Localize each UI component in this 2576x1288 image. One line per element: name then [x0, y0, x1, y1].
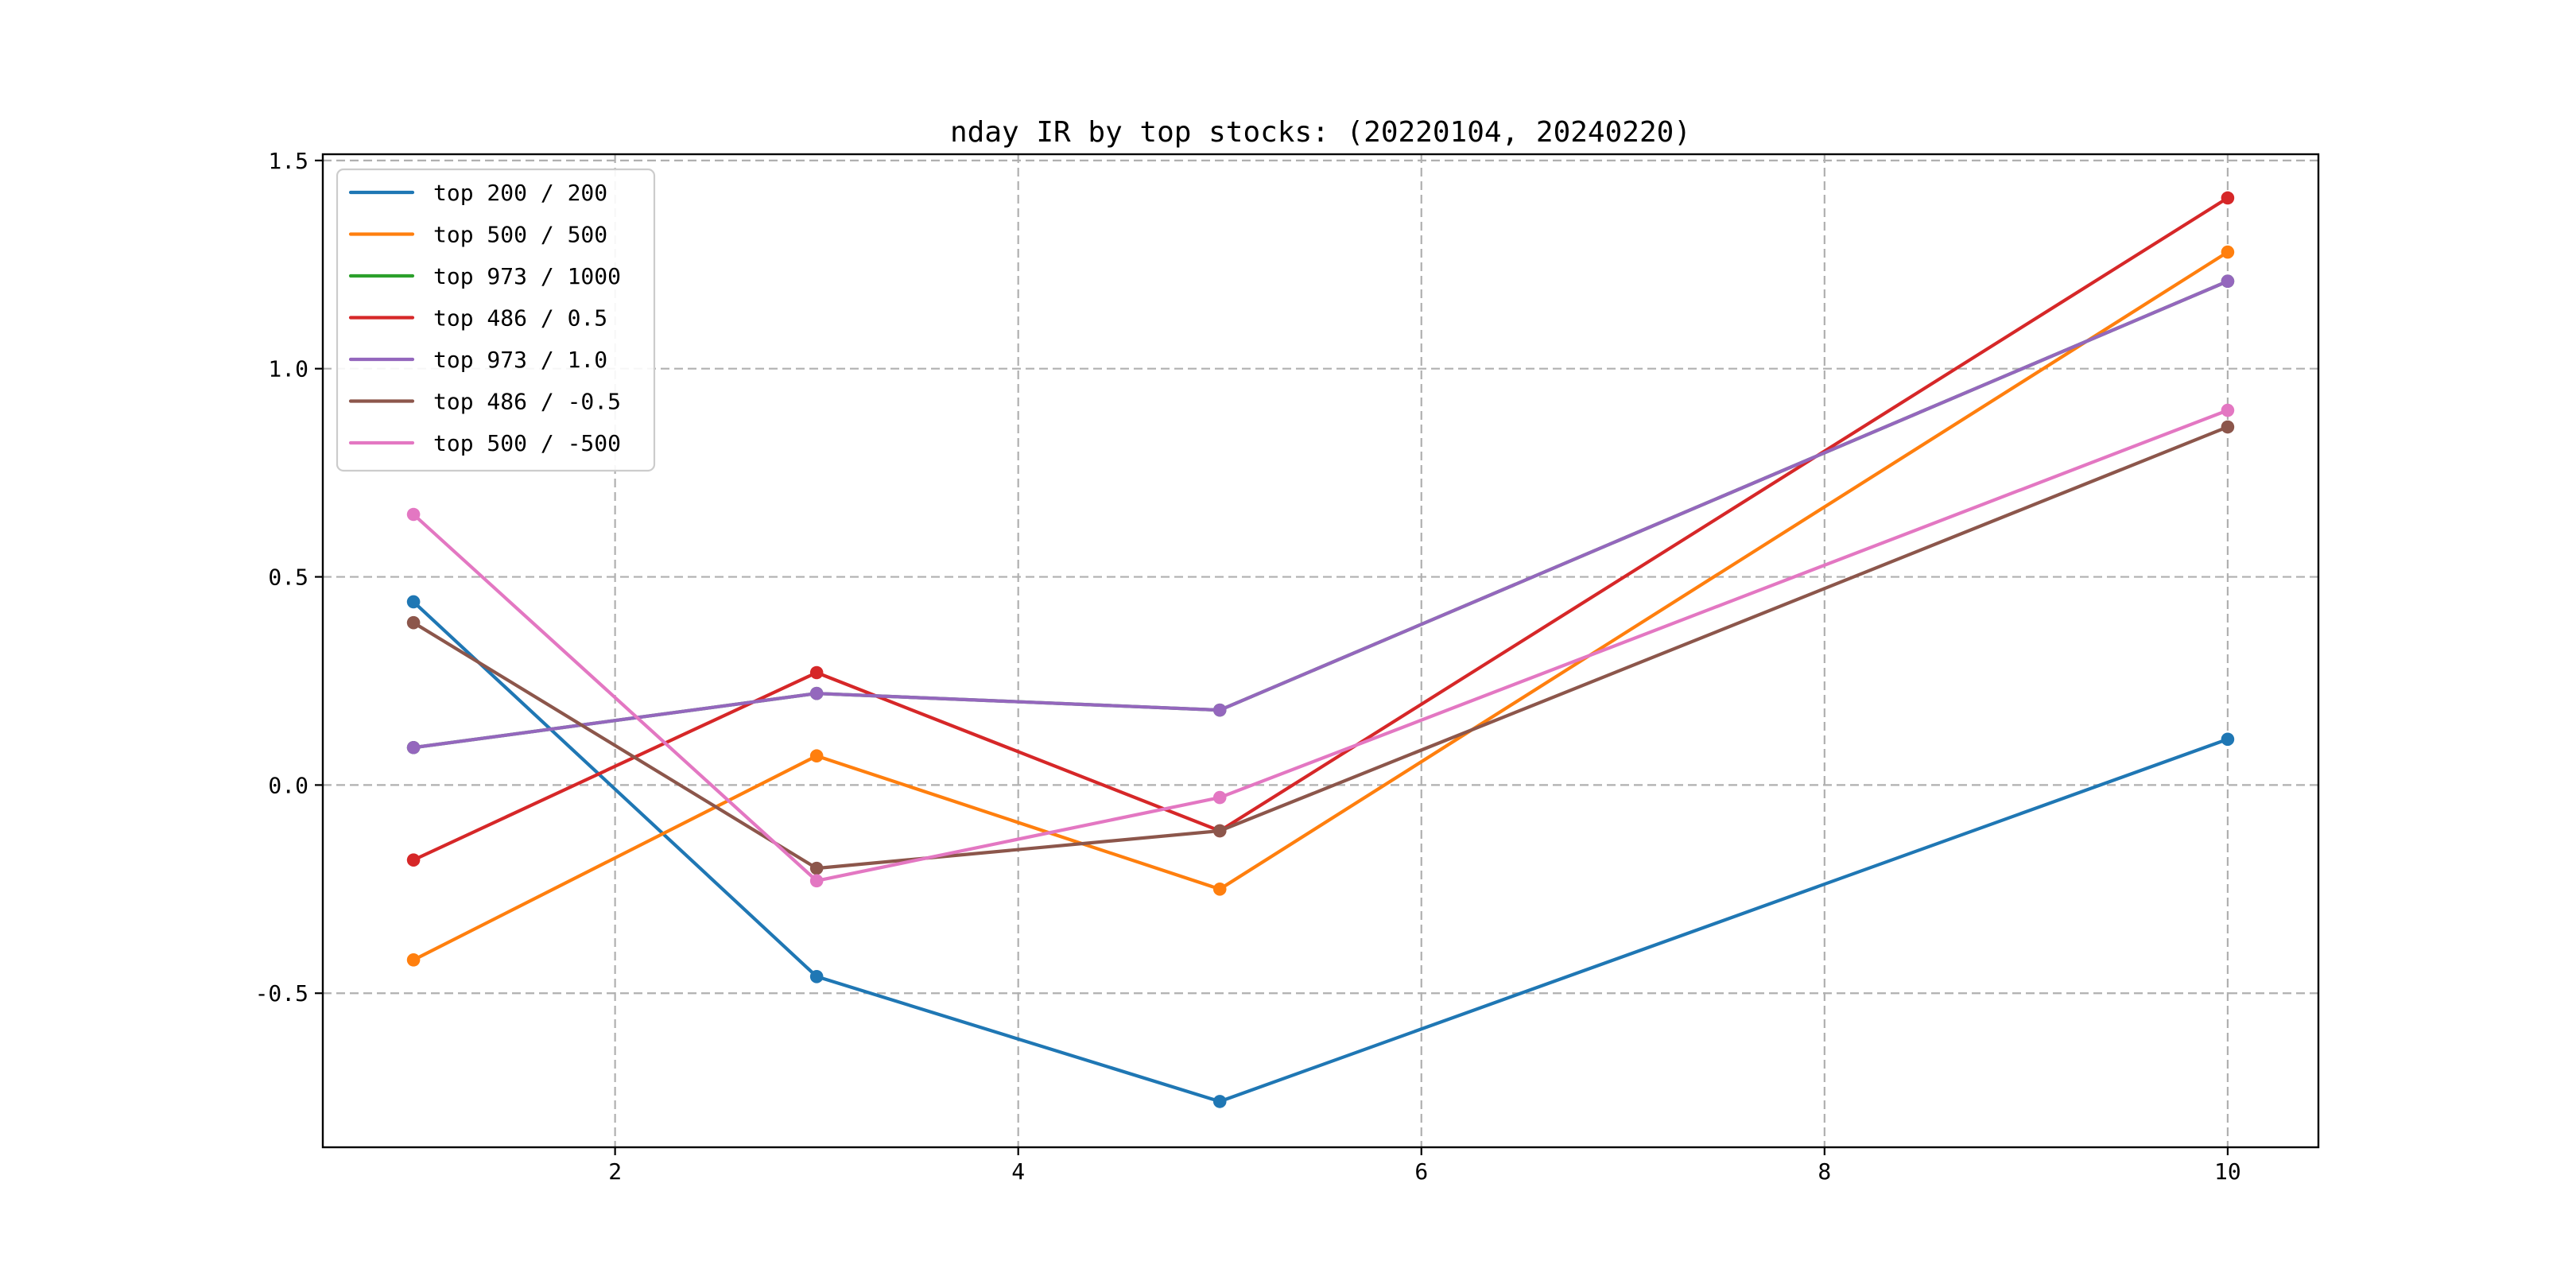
marker [406, 953, 421, 967]
series-top-200-200 [406, 595, 2235, 1108]
x-tick-label: 6 [1414, 1158, 1428, 1185]
marker [2221, 274, 2235, 289]
y-tick-label: 1.5 [268, 148, 308, 174]
legend-item-top-486-0-5: top 486 / -0.5 [348, 389, 621, 415]
series-line [411, 279, 2230, 750]
legend: top 200 / 200 top 500 / 500 top 973 / 1000… [336, 168, 656, 472]
legend-item-top-973-1000: top 973 / 1000 [348, 263, 621, 289]
marker [2221, 732, 2235, 747]
marker [406, 507, 421, 522]
legend-item-top-973-1-0: top 973 / 1.0 [348, 347, 607, 373]
marker [809, 686, 824, 700]
marker [1212, 883, 1227, 896]
marker [2221, 420, 2235, 434]
legend-item-top-500-500: top 500 / -500 [348, 430, 621, 456]
marker [406, 615, 421, 630]
grid-lines [323, 154, 2318, 1147]
axis-ticks: 2 4 6 8 10 -0.5 0.0 0.5 1.0 1.5 [255, 148, 2241, 1185]
legend-box [336, 168, 656, 472]
axes-frame [321, 153, 2320, 1149]
marker [1212, 1095, 1227, 1108]
y-tick-label: -0.5 [255, 980, 308, 1007]
x-tick-label: 8 [1818, 1158, 1831, 1185]
series-top-500-500 [406, 403, 2235, 888]
legend-label: top 500 / 500 [433, 222, 607, 248]
series-line [411, 599, 2230, 1104]
y-tick-label: 1.0 [268, 356, 308, 382]
marker [406, 740, 421, 755]
x-tick-label: 2 [608, 1158, 622, 1185]
marker [809, 861, 824, 875]
series-line [411, 250, 2230, 962]
legend-label: top 500 / -500 [433, 430, 621, 456]
plot-border [321, 153, 2320, 1149]
series-top-486-0-5 [406, 191, 2235, 867]
legend-item-top-500-500: top 500 / 500 [348, 222, 607, 248]
series-top-486-0-5 [406, 420, 2235, 875]
marker [809, 874, 824, 888]
series-top-973-1-0 [406, 274, 2235, 755]
marker [2221, 245, 2235, 259]
marker [809, 665, 824, 680]
y-tick-label: 0.5 [268, 564, 308, 591]
series-line [411, 425, 2230, 871]
x-tick-label: 10 [2214, 1158, 2241, 1185]
marker [1212, 824, 1227, 838]
marker [809, 749, 824, 763]
legend-item-top-200-200: top 200 / 200 [348, 180, 607, 206]
x-tick-label: 4 [1011, 1158, 1025, 1185]
marker [406, 595, 421, 609]
marker [809, 969, 824, 983]
legend-label: top 486 / 0.5 [433, 305, 607, 332]
marker [406, 853, 421, 867]
legend-label: top 973 / 1000 [433, 263, 621, 289]
chart-title: nday IR by top stocks: (20220104, 202402… [950, 116, 1691, 149]
series-line [411, 196, 2230, 862]
legend-label: top 973 / 1.0 [433, 347, 607, 373]
legend-label: top 200 / 200 [433, 180, 607, 206]
legend-label: top 486 / -0.5 [433, 389, 621, 415]
marker [2221, 191, 2235, 205]
series-top-500-500 [406, 245, 2235, 967]
legend-item-top-486-0-5: top 486 / 0.5 [348, 305, 607, 332]
y-tick-label: 0.0 [268, 772, 308, 798]
series-line [411, 408, 2230, 883]
marker [1212, 790, 1227, 805]
marker [1212, 703, 1227, 717]
marker [2221, 403, 2235, 417]
series-layer [406, 191, 2235, 1108]
